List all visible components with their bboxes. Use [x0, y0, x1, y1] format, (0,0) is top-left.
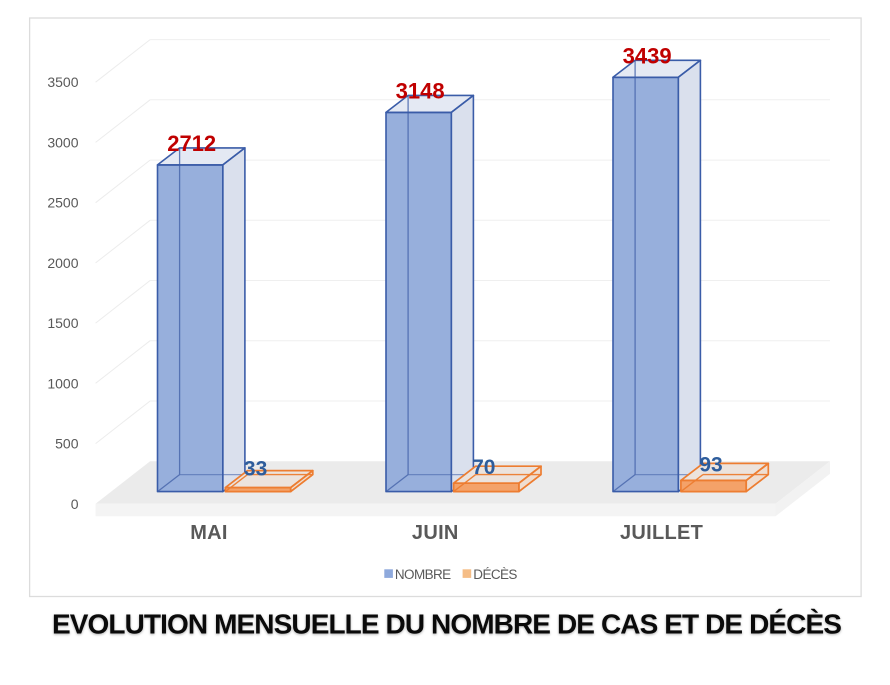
svg-text:0: 0 — [71, 496, 79, 512]
svg-text:1000: 1000 — [47, 375, 78, 391]
svg-text:1500: 1500 — [47, 315, 78, 331]
svg-text:70: 70 — [472, 456, 495, 479]
svg-text:3439: 3439 — [623, 44, 672, 69]
svg-text:JUILLET: JUILLET — [620, 522, 703, 544]
svg-text:JUIN: JUIN — [412, 522, 459, 544]
svg-text:93: 93 — [699, 454, 722, 477]
svg-text:500: 500 — [55, 436, 79, 452]
svg-text:2500: 2500 — [47, 195, 78, 211]
svg-text:EVOLUTION MENSUELLE DU NOMBRE: EVOLUTION MENSUELLE DU NOMBRE DE CAS ET … — [52, 609, 841, 640]
svg-text:3000: 3000 — [47, 134, 78, 150]
svg-text:3148: 3148 — [396, 79, 445, 104]
svg-text:33: 33 — [244, 458, 267, 481]
svg-text:3500: 3500 — [47, 74, 78, 90]
svg-text:DÉCÈS: DÉCÈS — [473, 567, 517, 582]
svg-text:2000: 2000 — [47, 255, 78, 271]
svg-text:MAI: MAI — [190, 522, 228, 544]
svg-text:2712: 2712 — [167, 131, 216, 156]
svg-text:NOMBRE: NOMBRE — [395, 567, 451, 582]
